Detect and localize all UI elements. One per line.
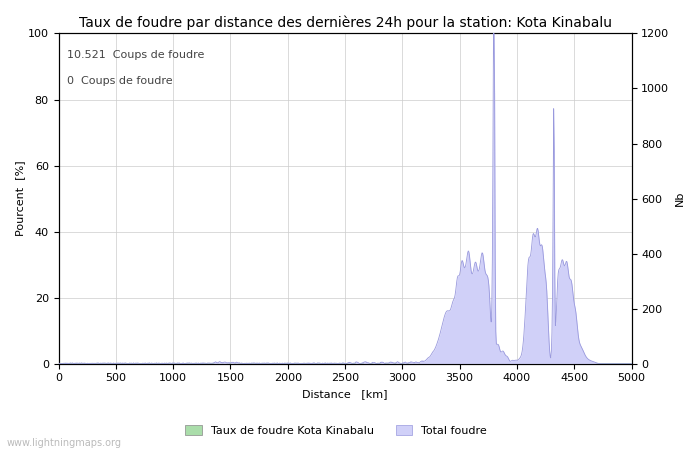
- Y-axis label: Nb: Nb: [675, 191, 685, 206]
- X-axis label: Distance   [km]: Distance [km]: [302, 389, 388, 399]
- Text: www.lightningmaps.org: www.lightningmaps.org: [7, 438, 122, 448]
- Text: 0  Coups de foudre: 0 Coups de foudre: [67, 76, 173, 86]
- Y-axis label: Pourcent  [%]: Pourcent [%]: [15, 161, 25, 236]
- Text: 10.521  Coups de foudre: 10.521 Coups de foudre: [67, 50, 204, 60]
- Title: Taux de foudre par distance des dernières 24h pour la station: Kota Kinabalu: Taux de foudre par distance des dernière…: [78, 15, 612, 30]
- Legend: Taux de foudre Kota Kinabalu, Total foudre: Taux de foudre Kota Kinabalu, Total foud…: [181, 420, 491, 440]
